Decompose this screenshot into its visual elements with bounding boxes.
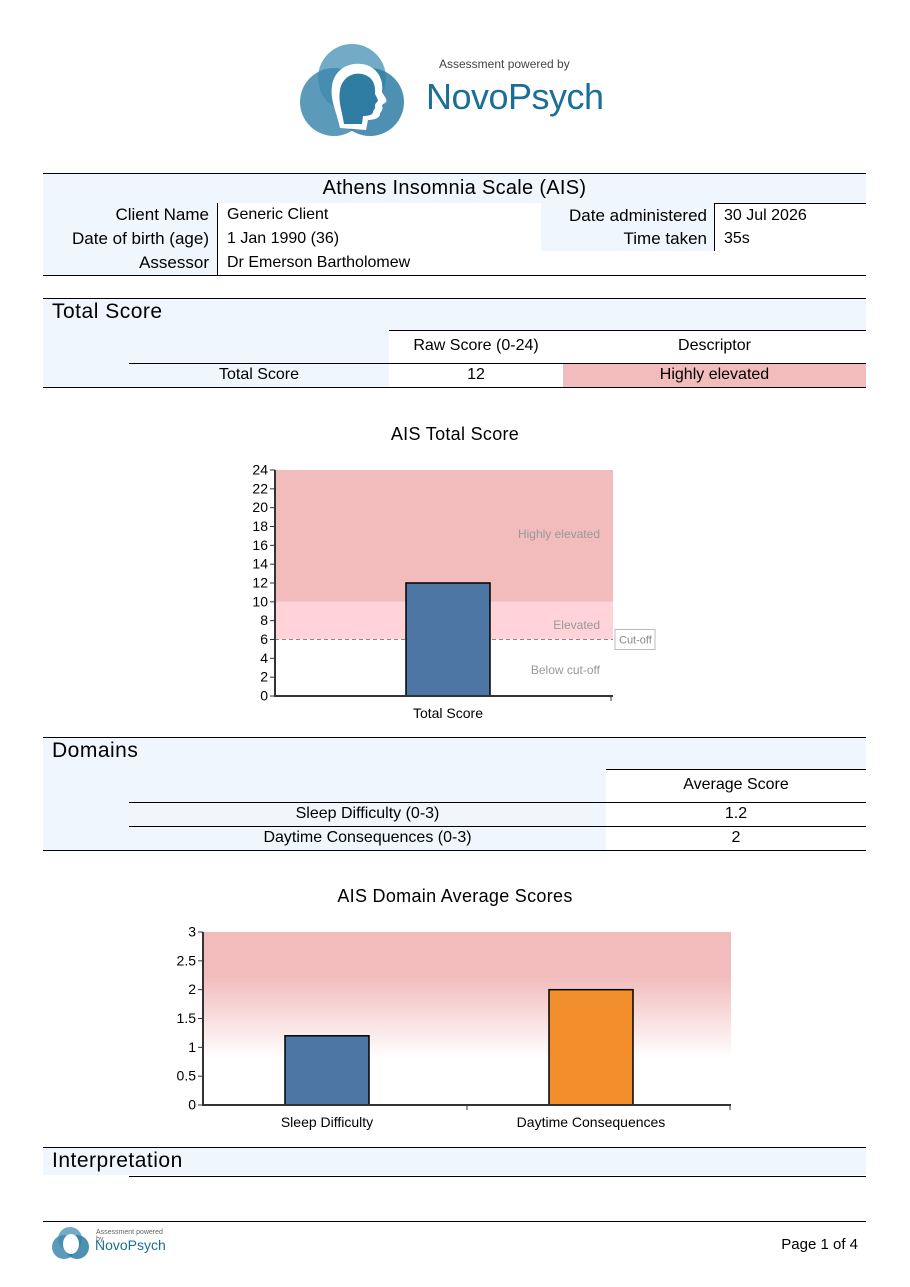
cutoff-label-box xyxy=(614,629,656,650)
band-label: Below cut-off xyxy=(531,663,601,677)
domain-row-value: 1.2 xyxy=(724,805,748,822)
novopsych-head-icon xyxy=(300,44,404,136)
time-taken-value: 35s xyxy=(724,230,750,247)
band-label: Highly elevated xyxy=(518,527,600,541)
total-score-row-divider xyxy=(129,363,866,364)
interpretation-divider xyxy=(129,1176,866,1177)
footer-head-icon xyxy=(52,1227,89,1259)
bar-domain-score xyxy=(548,988,634,1106)
bar-domain-score xyxy=(284,1035,370,1106)
x-tick-label: Total Score xyxy=(413,705,483,721)
client-name-value: Generic Client xyxy=(227,206,329,223)
novopsych-logo: Assessment powered by NovoPsych xyxy=(300,40,610,142)
domains-row-divider-2 xyxy=(129,826,866,827)
total-score-chart: Highly elevated Elevated Below cut-off Cut-… xyxy=(252,462,656,721)
domains-row-divider-1 xyxy=(129,802,866,803)
y-tick-label: 20 xyxy=(252,499,268,515)
raw-score-column-header: Raw Score (0-24) xyxy=(413,337,539,354)
y-tick-label: 12 xyxy=(252,575,268,591)
band-label: Elevated xyxy=(553,618,600,632)
x-tick-label: Sleep Difficulty xyxy=(281,1114,373,1130)
footer-divider xyxy=(43,1221,866,1222)
y-tick-label: 2 xyxy=(188,981,196,997)
client-name-label: Client Name xyxy=(115,205,209,224)
logo-powered-text: Assessment powered by xyxy=(439,57,570,71)
cutoff-label: Cut-off xyxy=(619,635,653,647)
y-tick-label: 0 xyxy=(260,688,268,704)
date-administered-label: Date administered xyxy=(569,206,707,225)
gradient-band xyxy=(203,932,731,1059)
total-score-col-header-bg xyxy=(389,330,866,363)
domain-value-bg xyxy=(606,803,866,826)
score-band xyxy=(275,470,613,602)
report-title-band: Athens Insomnia Scale (AIS) xyxy=(43,173,866,203)
domains-table: Average Score Sleep Difficulty (0-3) 1.2… xyxy=(43,769,866,851)
chart2-title: AIS Domain Average Scores xyxy=(337,886,573,906)
raw-score-value: 12 xyxy=(467,366,485,383)
y-tick-label: 14 xyxy=(252,556,268,572)
info-label-column-2: Date administered Time taken xyxy=(541,203,715,251)
assessor-value: Dr Emerson Bartholomew xyxy=(227,254,411,271)
y-tick-label: 2.5 xyxy=(177,952,197,968)
footer-powered-text: Assessment powered by xyxy=(96,1229,163,1243)
y-tick-label: 3 xyxy=(188,924,196,940)
logo-brand-text: NovoPsych xyxy=(426,76,604,117)
y-tick-label: 8 xyxy=(260,612,268,628)
interpretation-heading: Interpretation xyxy=(52,1149,183,1172)
bar-total-score xyxy=(405,582,491,697)
footer-logo: Assessment powered by NovoPsych xyxy=(52,1225,172,1261)
y-tick-label: 10 xyxy=(252,593,268,609)
domain-average-chart: Sleep Difficulty Daytime Consequences 0 0.5… xyxy=(177,924,731,1130)
info-value-column-2: 30 Jul 2026 35s xyxy=(714,203,866,251)
footer-brand-text: NovoPsych xyxy=(95,1237,166,1253)
info-label-column: Client Name Date of birth (age) Assessor xyxy=(43,203,217,275)
assessor-label: Assessor xyxy=(139,253,209,272)
y-tick-label: 0 xyxy=(188,1097,196,1113)
page-number: Page 1 of 4 xyxy=(781,1236,858,1253)
domain-value-bg xyxy=(606,827,866,850)
y-tick-label: 6 xyxy=(260,631,268,647)
info-value-column: Generic Client 1 Jan 1990 (36) Dr Emerso… xyxy=(217,203,541,275)
x-tick-label: Daytime Consequences xyxy=(517,1114,666,1130)
total-score-heading: Total Score xyxy=(52,300,163,323)
domains-col-header-bg xyxy=(606,769,866,802)
dob-value: 1 Jan 1990 (36) xyxy=(227,230,340,247)
y-tick-label: 2 xyxy=(260,669,268,685)
y-tick-label: 16 xyxy=(252,537,268,553)
total-score-row-label: Total Score xyxy=(218,366,300,383)
report-title: Athens Insomnia Scale (AIS) xyxy=(322,177,587,199)
domain-row-value: 2 xyxy=(731,829,741,846)
time-taken-label: Time taken xyxy=(623,229,707,248)
chart1-title: AIS Total Score xyxy=(390,424,520,444)
y-tick-label: 4 xyxy=(260,650,268,666)
interpretation-section-header: Interpretation xyxy=(43,1147,866,1175)
domain-row-label: Sleep Difficulty (0-3) xyxy=(295,805,440,822)
average-score-column-header: Average Score xyxy=(683,776,789,793)
descriptor-column-header: Descriptor xyxy=(678,337,751,354)
domain-row-label: Daytime Consequences (0-3) xyxy=(263,829,472,846)
date-administered-value: 30 Jul 2026 xyxy=(724,207,807,224)
domains-section-header: Domains xyxy=(43,737,866,769)
total-score-table: Raw Score (0-24) Descriptor Total Score … xyxy=(43,330,866,388)
total-score-section-header: Total Score xyxy=(43,298,866,330)
y-tick-label: 18 xyxy=(252,518,268,534)
y-tick-label: 0.5 xyxy=(177,1068,197,1084)
domains-heading: Domains xyxy=(52,739,139,762)
dob-label: Date of birth (age) xyxy=(71,229,209,248)
client-info-table: Client Name Date of birth (age) Assessor… xyxy=(43,203,866,276)
y-tick-label: 24 xyxy=(252,462,268,478)
descriptor-cell-bg xyxy=(563,364,866,387)
y-tick-label: 22 xyxy=(252,480,268,496)
y-tick-label: 1.5 xyxy=(177,1010,197,1026)
raw-score-cell-bg xyxy=(389,364,563,387)
descriptor-value: Highly elevated xyxy=(659,366,770,383)
y-tick-label: 1 xyxy=(188,1039,196,1055)
